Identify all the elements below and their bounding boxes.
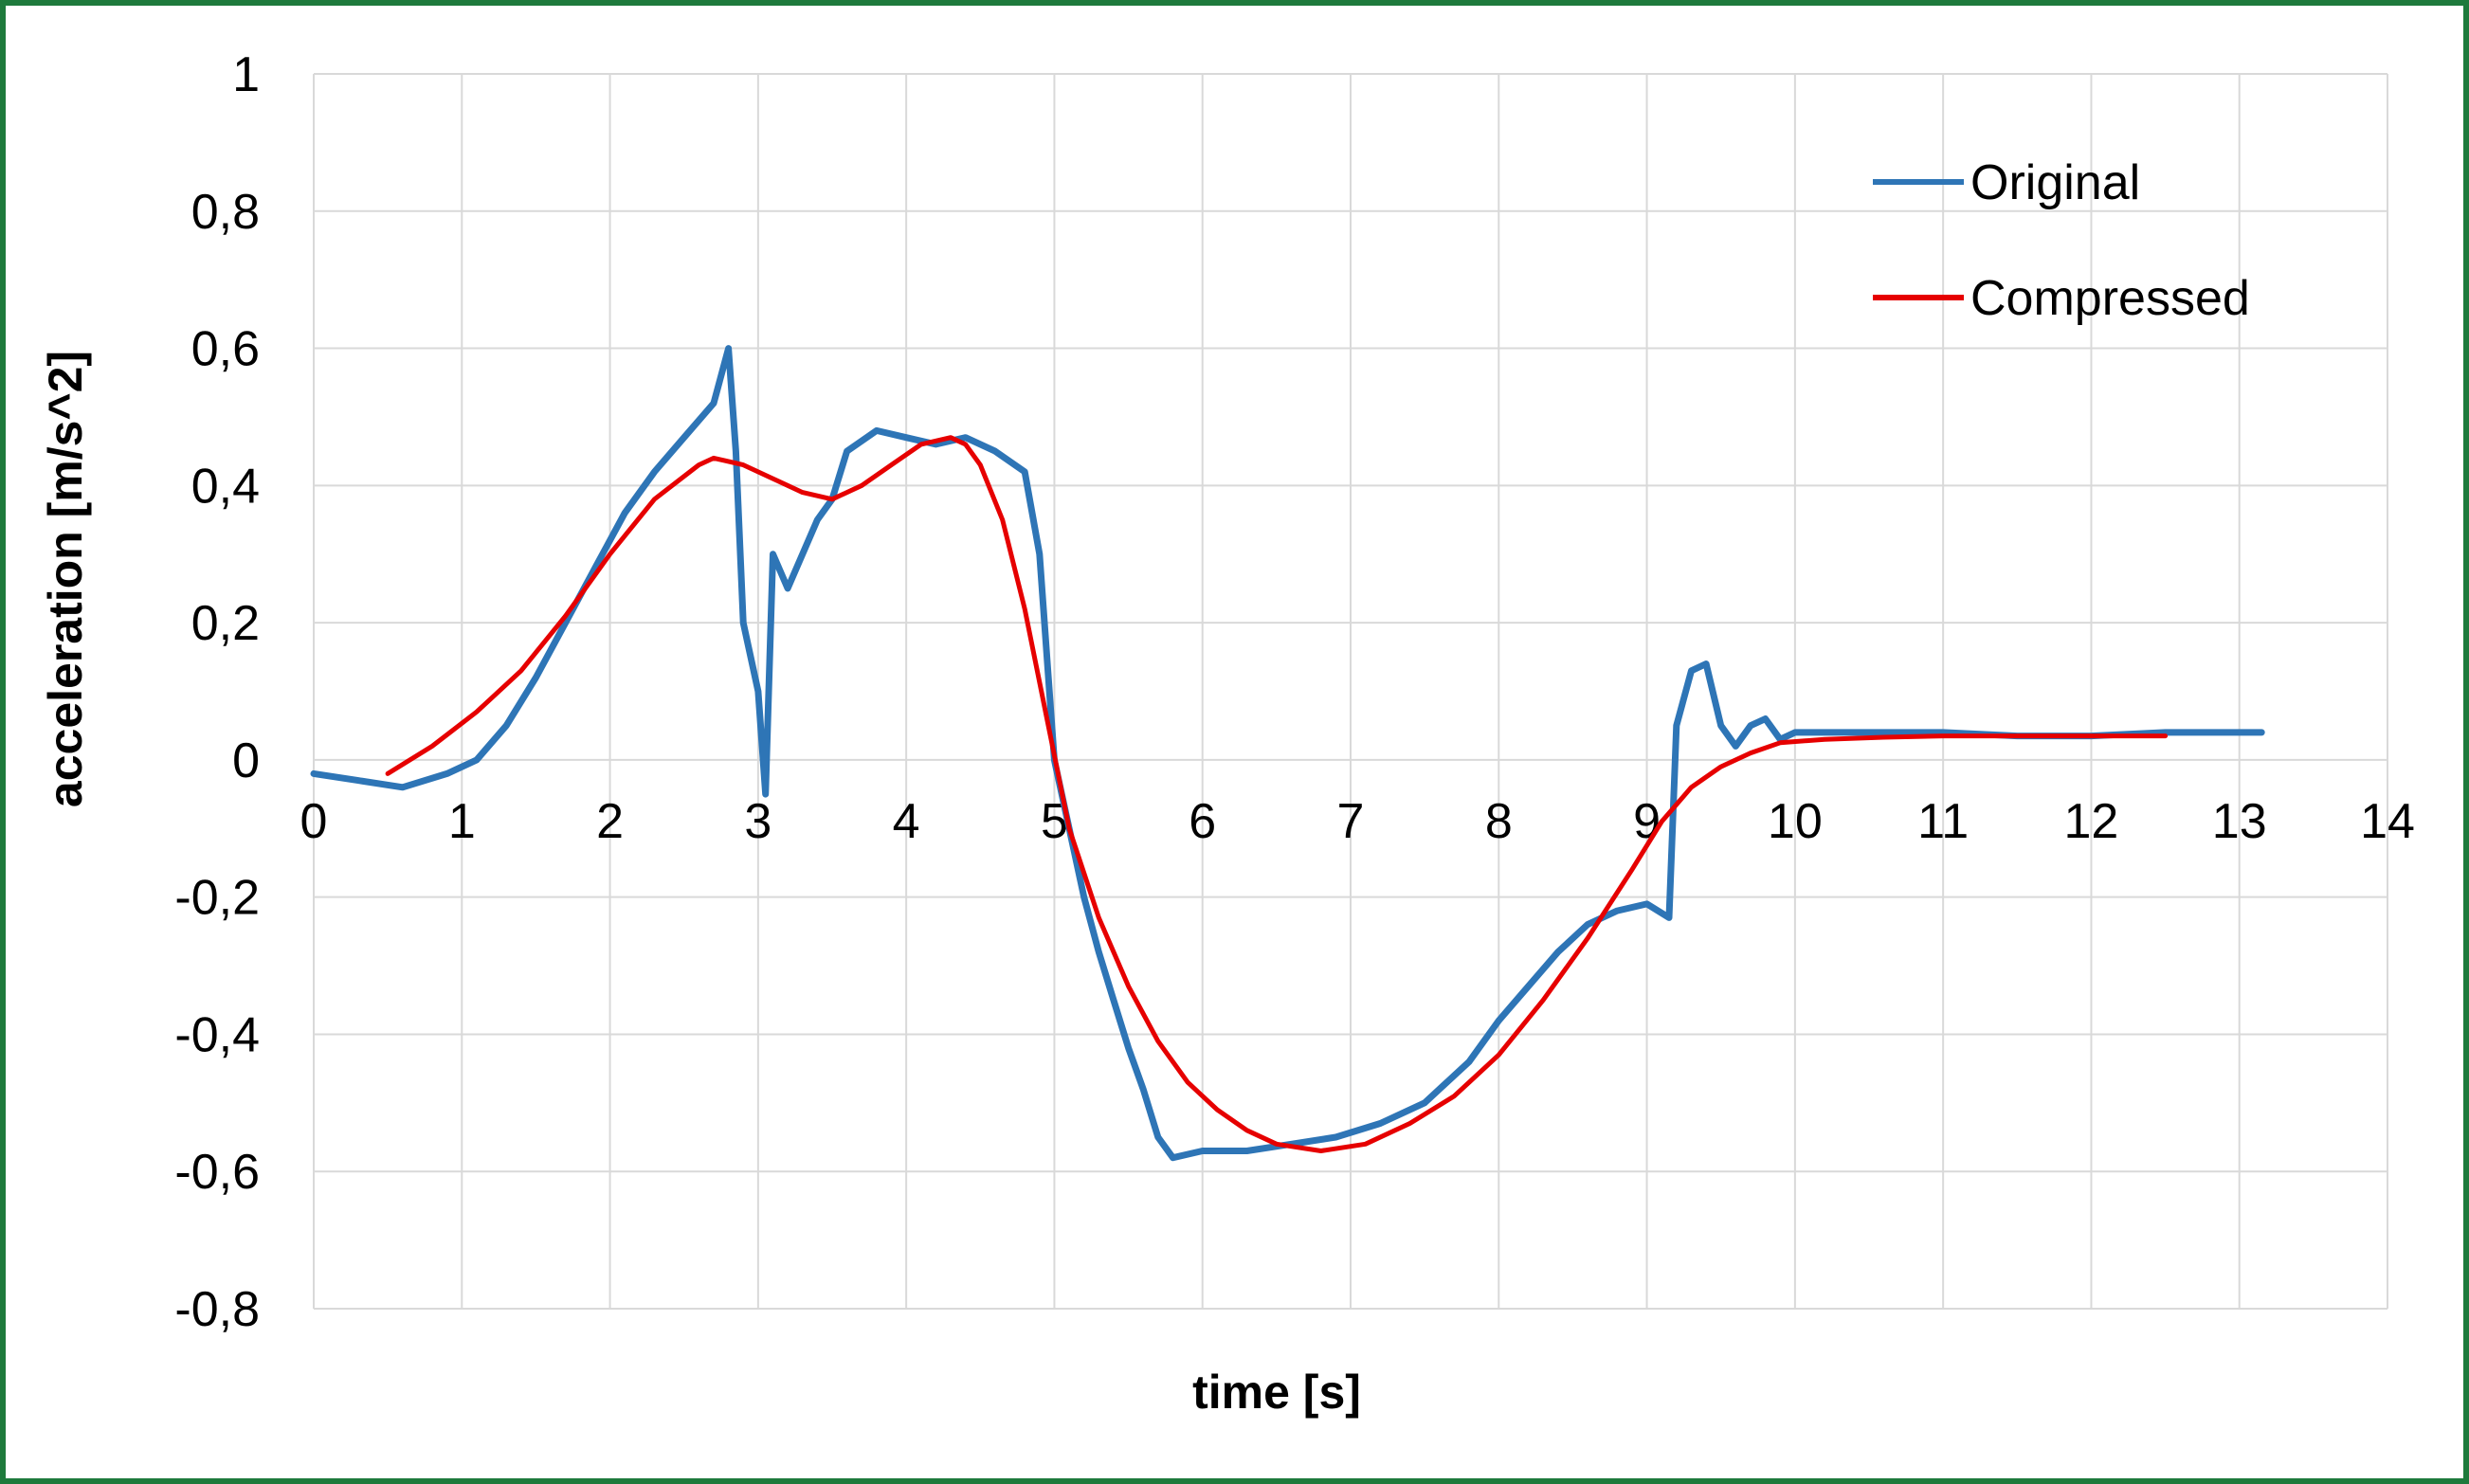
x-tick-label: 14 (2360, 794, 2415, 849)
x-tick-label: 6 (1189, 794, 1216, 849)
y-tick-label: 0,6 (191, 322, 260, 377)
x-tick-label: 10 (1768, 794, 1823, 849)
y-tick-label: -0,4 (174, 1007, 260, 1062)
y-tick-label: 0,8 (191, 185, 260, 240)
x-tick-labels: 0 1 2 3 4 5 6 7 8 9 10 11 12 13 14 (300, 794, 2415, 849)
y-tick-label: -0,2 (174, 871, 260, 926)
series-line-original (310, 345, 2265, 1162)
x-tick-label: 11 (1917, 794, 1969, 849)
series-lines (310, 345, 2265, 1162)
x-tick-label: 12 (2064, 794, 2119, 849)
legend-label-original: Original (1970, 155, 2140, 210)
y-tick-label: -0,8 (174, 1282, 260, 1337)
gridlines (313, 73, 2388, 1310)
x-tick-label: 2 (596, 794, 624, 849)
x-tick-label: 8 (1485, 794, 1513, 849)
legend-label-compressed: Compressed (1970, 271, 2250, 326)
y-tick-label: -0,6 (174, 1145, 260, 1200)
series-line-compressed (385, 435, 2169, 1153)
x-tick-label: 9 (1633, 794, 1661, 849)
y-tick-label: 0 (232, 733, 260, 788)
y-tick-label: 0,2 (191, 596, 260, 651)
y-axis-title: acceleration [m/s^2] (39, 351, 92, 807)
y-tick-labels: 1 0,8 0,6 0,4 0,2 0 -0,2 -0,4 -0,6 -0,8 (174, 47, 260, 1337)
x-tick-label: 1 (448, 794, 476, 849)
y-tick-label: 1 (232, 47, 260, 102)
x-tick-label: 7 (1337, 794, 1365, 849)
x-tick-label: 3 (744, 794, 772, 849)
x-tick-label: 0 (300, 794, 328, 849)
y-tick-label: 0,4 (191, 459, 260, 514)
legend: Original Compressed (1873, 155, 2250, 326)
x-axis-title: time [s] (1192, 1366, 1361, 1419)
x-tick-label: 13 (2212, 794, 2267, 849)
x-tick-label: 4 (893, 794, 920, 849)
